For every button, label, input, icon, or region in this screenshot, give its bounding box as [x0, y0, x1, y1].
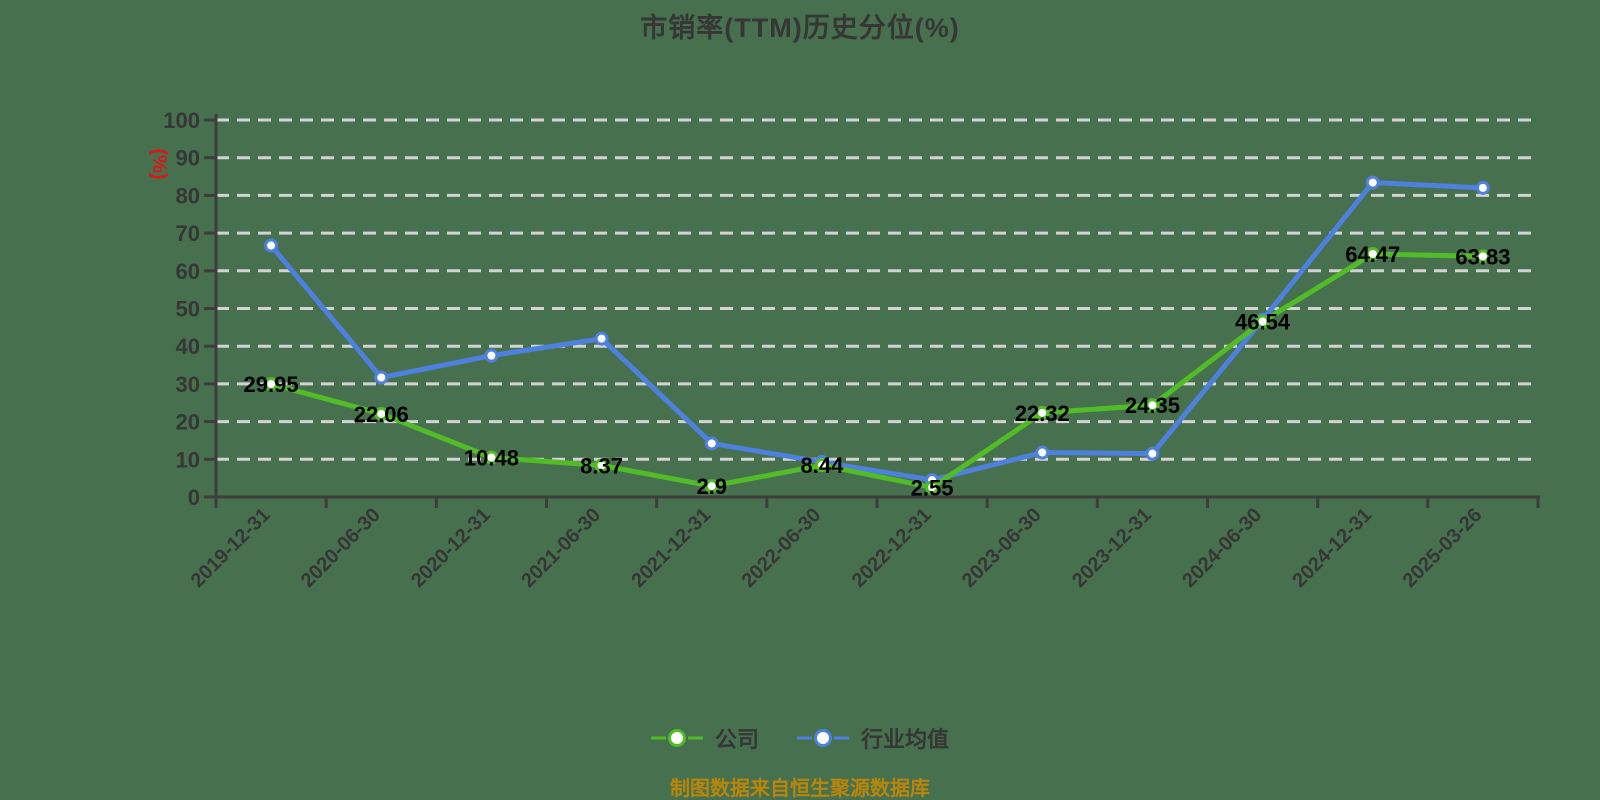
industry-data-point-marker: [264, 238, 279, 253]
company-data-point-marker: [264, 377, 279, 392]
company-data-point-label: 2.55: [911, 475, 954, 500]
data-source-note: 制图数据来自恒生聚源数据库: [670, 778, 930, 800]
industry-legend-circle: [814, 729, 832, 747]
company-data-point-marker: [1255, 314, 1270, 329]
industry-data-point-marker: [1475, 180, 1490, 195]
company-data-point-label: 63.83: [1455, 244, 1510, 269]
company-data-point-label: 46.54: [1235, 310, 1291, 335]
legend-item-industry[interactable]: 行业均值: [797, 722, 949, 754]
x-category-label-2022-06-30: 2022-06-30: [738, 504, 826, 592]
x-category-label-2020-06-30: 2020-06-30: [297, 504, 385, 592]
company-data-point-marker: [925, 480, 940, 495]
chart-legend: 公司 行业均值: [0, 722, 1600, 754]
company-data-point-marker: [704, 479, 719, 494]
x-category-label-2024-12-31: 2024-12-31: [1288, 504, 1376, 592]
industry-data-point-marker: [1145, 446, 1160, 461]
industry-data-point-marker: [704, 436, 719, 451]
x-category-label-2024-06-30: 2024-06-30: [1178, 504, 1266, 592]
company-legend-circle: [667, 729, 686, 747]
y-tick-label-100: 100: [163, 108, 200, 133]
company-data-point-marker: [1475, 249, 1490, 264]
company-data-point-label: 29.95: [244, 372, 299, 397]
company-data-point-label: 24.35: [1125, 393, 1180, 418]
company-data-point-marker: [1035, 405, 1050, 420]
x-category-label-2021-12-31: 2021-12-31: [627, 504, 715, 592]
x-category-label-2019-12-31: 2019-12-31: [187, 504, 275, 592]
company-data-point-label: 64.47: [1345, 242, 1400, 267]
industry-legend-marker-icon: [797, 729, 849, 747]
legend-label-company: 公司: [714, 727, 759, 752]
company-data-point-marker: [1365, 246, 1380, 261]
y-tick-label-0: 0: [188, 485, 200, 510]
company-data-point-marker: [1145, 398, 1160, 413]
industry-data-point-marker: [1365, 175, 1380, 190]
y-tick-label-40: 40: [176, 334, 200, 359]
legend-label-industry: 行业均值: [861, 727, 950, 752]
x-category-label-2023-06-30: 2023-06-30: [958, 504, 1046, 592]
y-tick-label-30: 30: [176, 372, 200, 397]
x-category-label-2023-12-31: 2023-12-31: [1068, 504, 1156, 592]
company-data-point-label: 2.9: [696, 474, 727, 499]
industry-data-point-marker: [594, 331, 609, 346]
company-legend-marker-icon: [650, 729, 703, 747]
y-tick-label-10: 10: [176, 447, 200, 472]
x-category-label-2022-12-31: 2022-12-31: [848, 504, 936, 592]
y-tick-label-50: 50: [176, 297, 200, 322]
company-data-point-label: 8.44: [801, 453, 845, 478]
y-tick-label-60: 60: [176, 259, 200, 284]
x-category-label-2021-06-30: 2021-06-30: [517, 504, 605, 592]
industry-data-point-marker: [1035, 445, 1050, 460]
company-data-point-label: 10.48: [464, 445, 519, 470]
x-category-label-2025-03-26: 2025-03-26: [1399, 504, 1487, 592]
x-category-label-2020-12-31: 2020-12-31: [407, 504, 495, 592]
company-data-point-label: 22.06: [354, 402, 409, 427]
chart-title: 市销率(TTM)历史分位(%): [640, 13, 960, 43]
industry-data-point-marker: [374, 370, 389, 385]
y-axis-unit-label: (%): [148, 148, 170, 179]
industry-series-line: [268, 180, 1486, 483]
company-data-point-marker: [814, 458, 829, 473]
company-data-point-marker: [374, 406, 389, 421]
y-tick-label-80: 80: [176, 183, 200, 208]
company-series-line: [268, 251, 1486, 490]
company-data-point-label: 8.37: [580, 453, 623, 478]
company-data-point-label: 22.32: [1015, 401, 1070, 426]
y-tick-label-20: 20: [176, 410, 200, 435]
y-tick-label-70: 70: [176, 221, 200, 246]
y-tick-label-90: 90: [176, 146, 200, 171]
legend-item-company[interactable]: 公司: [650, 722, 759, 754]
company-data-point-marker: [484, 450, 499, 465]
company-data-point-marker: [594, 458, 609, 473]
industry-data-point-marker: [484, 348, 499, 363]
